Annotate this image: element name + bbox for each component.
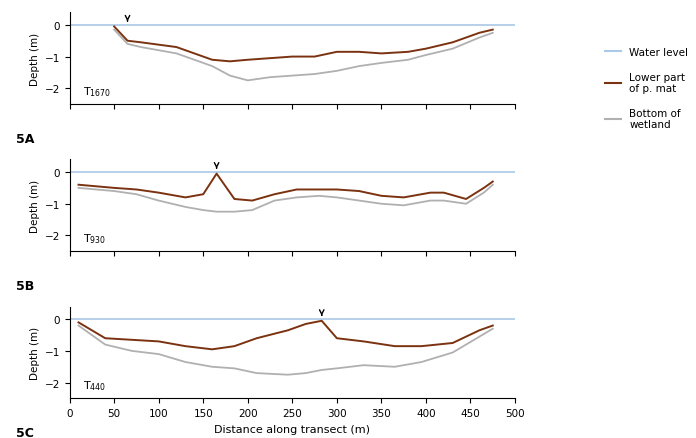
Text: T$_{1670}$: T$_{1670}$ — [83, 85, 111, 99]
Text: T$_{440}$: T$_{440}$ — [83, 378, 106, 392]
Y-axis label: Depth (m): Depth (m) — [31, 179, 40, 233]
Y-axis label: Depth (m): Depth (m) — [31, 326, 40, 379]
Text: T$_{930}$: T$_{930}$ — [83, 232, 106, 245]
X-axis label: Distance along transect (m): Distance along transect (m) — [214, 424, 370, 434]
Text: 5C: 5C — [16, 426, 34, 438]
Legend: Water level, Lower part
of p. mat, Bottom of
wetland: Water level, Lower part of p. mat, Botto… — [601, 44, 693, 134]
Text: 5A: 5A — [16, 132, 35, 145]
Y-axis label: Depth (m): Depth (m) — [31, 32, 40, 85]
Text: 5B: 5B — [16, 279, 34, 292]
